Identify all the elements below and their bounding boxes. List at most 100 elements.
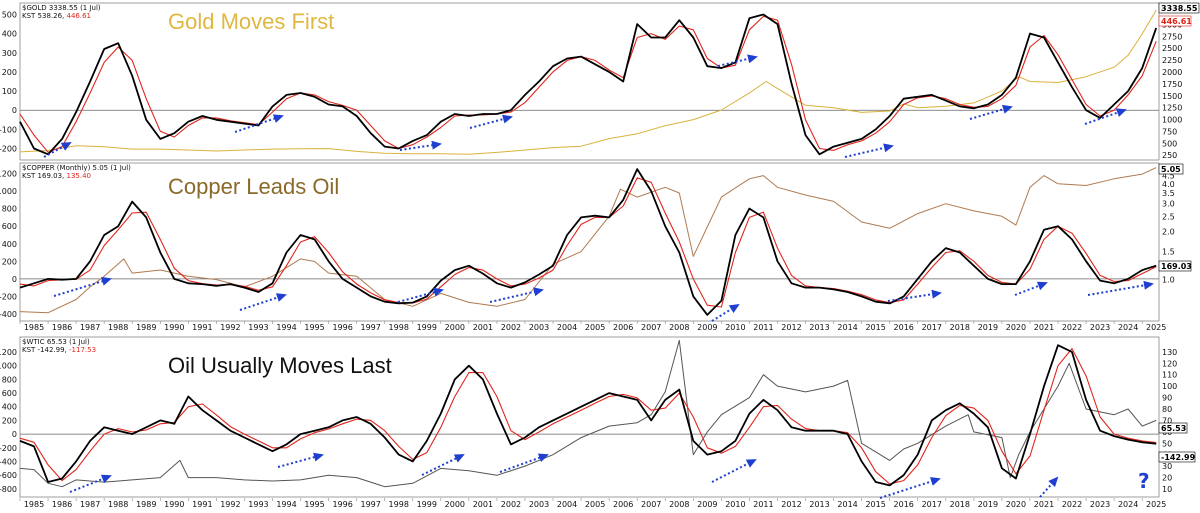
- oil-series-wtic-line: [19, 339, 1157, 488]
- x-tick-mid-2005: 2005: [585, 323, 605, 332]
- x-tick-mid-1992: 1992: [220, 323, 240, 332]
- copper-header-kst-signal: 135.40: [67, 172, 92, 180]
- oil-left-tick-5: 200: [2, 416, 17, 425]
- gold-left-tick-3: 100: [2, 87, 17, 96]
- x-tick-bottom-1985: 1985: [24, 500, 44, 509]
- x-axis-middle: 1985 1986 1987 1988 1989 1990 1991 1992 1993 1994…: [19, 321, 1166, 332]
- x-tick-bottom-2006: 2006: [613, 500, 633, 509]
- x-tick-bottom-2017: 2017: [922, 500, 942, 509]
- copper-kst-label-box: [1158, 260, 1192, 272]
- copper-right-tick-4: 3.0: [1162, 200, 1175, 209]
- oil-left-tick-4: 0: [12, 430, 17, 439]
- x-tick-bottom-2024: 2024: [1118, 500, 1138, 509]
- x-tick-mid-1999: 1999: [417, 323, 437, 332]
- copper-upturn-arrow-4: [711, 303, 740, 322]
- gold-left-tick-2: 0: [12, 106, 17, 115]
- oil-kst-label: -142.99: [1161, 453, 1196, 462]
- x-tick-bottom-2004: 2004: [557, 500, 577, 509]
- x-tick-mid-2020: 2020: [1006, 323, 1026, 332]
- copper-right-tick-1: 1.5: [1162, 248, 1175, 257]
- x-tick-mid-1993: 1993: [248, 323, 268, 332]
- x-tick-bottom-1992: 1992: [220, 500, 240, 509]
- x-tick-bottom-2009: 2009: [697, 500, 717, 509]
- copper-right-tick-5: 3.5: [1162, 189, 1175, 198]
- oil-left-tick-3: -200: [0, 444, 17, 453]
- copper-right-tick-0: 1.0: [1162, 276, 1175, 285]
- oil-left-tick-7: 600: [2, 389, 17, 398]
- x-tick-mid-1990: 1990: [164, 323, 184, 332]
- x-tick-bottom-1993: 1993: [248, 500, 268, 509]
- gold-series-kst-line: [19, 13, 1158, 156]
- oil-panel-title: Oil Usually Moves Last: [168, 353, 392, 378]
- gold-right-tick-0: 250: [1162, 151, 1177, 160]
- x-tick-mid-1995: 1995: [304, 323, 324, 332]
- oil-right-tick-12: 130: [1162, 348, 1177, 357]
- oil-price-label-box: [1158, 422, 1188, 434]
- oil-left-tick-8: 800: [2, 375, 17, 384]
- copper-upturn-arrow-2: [397, 287, 444, 303]
- gold-panel: -200 -100 0 100 200 300 400 500 250 500 750 1000 12…: [0, 2, 1200, 161]
- copper-series-kst-line: [19, 168, 1157, 316]
- x-tick-mid-2013: 2013: [809, 323, 829, 332]
- x-tick-bottom-2021: 2021: [1034, 500, 1054, 509]
- x-tick-mid-2008: 2008: [669, 323, 689, 332]
- oil-right-tick-6: 70: [1162, 416, 1172, 425]
- gold-left-tick-0: -200: [0, 145, 17, 154]
- copper-right-tick-6: 4.0: [1162, 180, 1175, 189]
- x-tick-mid-2004: 2004: [557, 323, 577, 332]
- gold-left-tick-1: -100: [0, 125, 17, 134]
- gold-upturn-arrow-0: [43, 142, 72, 158]
- x-tick-mid-2000: 2000: [445, 323, 465, 332]
- x-tick-bottom-1987: 1987: [80, 500, 100, 509]
- gold-kst-label-box: [1158, 15, 1192, 27]
- x-tick-mid-1989: 1989: [136, 323, 156, 332]
- oil-upturn-arrow-6: [1039, 476, 1059, 498]
- x-tick-mid-2023: 2023: [1090, 323, 1110, 332]
- x-tick-bottom-1991: 1991: [192, 500, 212, 509]
- x-tick-bottom-2014: 2014: [837, 500, 857, 509]
- copper-header-kst: KST 169.03, 135.40: [22, 172, 91, 180]
- gold-right-tick-3: 1000: [1162, 116, 1182, 125]
- copper-series-copper-line: [19, 167, 1157, 314]
- x-tick-mid-2001: 2001: [473, 323, 493, 332]
- oil-upturn-arrow-5: [879, 477, 941, 499]
- x-tick-bottom-1995: 1995: [304, 500, 324, 509]
- oil-right-tick-2: 30: [1162, 462, 1172, 471]
- x-tick-mid-2021: 2021: [1034, 323, 1054, 332]
- x-tick-bottom-1997: 1997: [360, 500, 380, 509]
- oil-left-tick-6: 400: [2, 403, 17, 412]
- copper-kst-label: 169.03: [1161, 262, 1192, 271]
- x-tick-bottom-2008: 2008: [669, 500, 689, 509]
- x-tick-bottom-2015: 2015: [865, 500, 885, 509]
- oil-left-tick-0: -800: [0, 485, 17, 494]
- x-tick-mid-2010: 2010: [725, 323, 745, 332]
- gold-right-tick-7: 2000: [1162, 68, 1182, 77]
- copper-left-tick-0: -400: [0, 310, 17, 319]
- x-tick-bottom-2018: 2018: [950, 500, 970, 509]
- x-tick-bottom-1986: 1986: [52, 500, 72, 509]
- copper-left-tick-4: 400: [2, 240, 17, 249]
- gold-right-tick-10: 2750: [1162, 32, 1182, 41]
- oil-panel-frame: [19, 336, 1160, 498]
- x-tick-bottom-2016: 2016: [894, 500, 914, 509]
- oil-upturn-arrow-4: [711, 459, 757, 483]
- gold-upturn-arrow-1: [234, 114, 284, 133]
- oil-price-label: 65.53: [1161, 424, 1186, 433]
- copper-panel-title: Copper Leads Oil: [168, 174, 339, 199]
- oil-series-kst-line: [19, 344, 1157, 487]
- x-tick-bottom-2025: 2025: [1146, 500, 1166, 509]
- x-tick-mid-1988: 1988: [108, 323, 128, 332]
- gold-price-label: 3338.55: [1161, 4, 1198, 13]
- oil-header-kst: KST -142.99, -117.53: [22, 346, 96, 354]
- gold-left-tick-4: 200: [2, 68, 17, 77]
- gold-right-tick-1: 500: [1162, 139, 1177, 148]
- gold-panel-title: Gold Moves First: [168, 9, 334, 34]
- gold-right-tick-8: 2250: [1162, 56, 1182, 65]
- oil-right-tick-0: 10: [1162, 485, 1172, 494]
- gold-header-kst: KST 538.26, 446.61: [22, 12, 91, 20]
- x-tick-mid-2015: 2015: [865, 323, 885, 332]
- x-tick-bottom-1989: 1989: [136, 500, 156, 509]
